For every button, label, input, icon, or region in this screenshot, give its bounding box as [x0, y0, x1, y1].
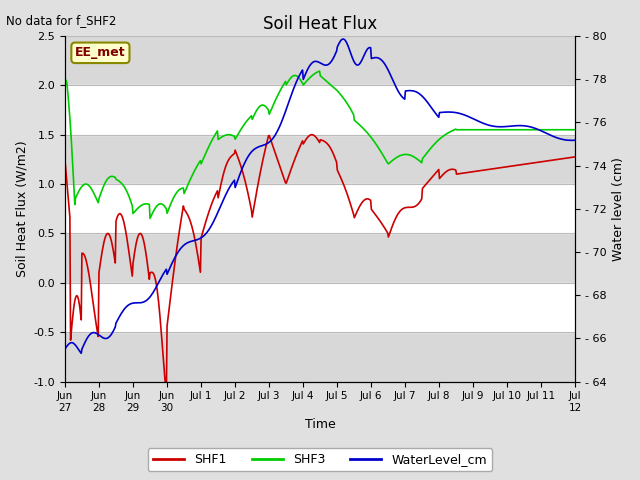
Bar — [65, 184, 575, 233]
Legend: SHF1, SHF3, WaterLevel_cm: SHF1, SHF3, WaterLevel_cm — [148, 448, 492, 471]
X-axis label: Time: Time — [305, 419, 335, 432]
Y-axis label: Soil Heat Flux (W/m2): Soil Heat Flux (W/m2) — [15, 141, 28, 277]
Y-axis label: Water level (cm): Water level (cm) — [612, 157, 625, 261]
Text: No data for f_SHF2: No data for f_SHF2 — [6, 14, 116, 27]
Bar — [65, 85, 575, 135]
Title: Soil Heat Flux: Soil Heat Flux — [263, 15, 377, 33]
Bar — [65, 283, 575, 332]
Text: EE_met: EE_met — [75, 46, 125, 60]
